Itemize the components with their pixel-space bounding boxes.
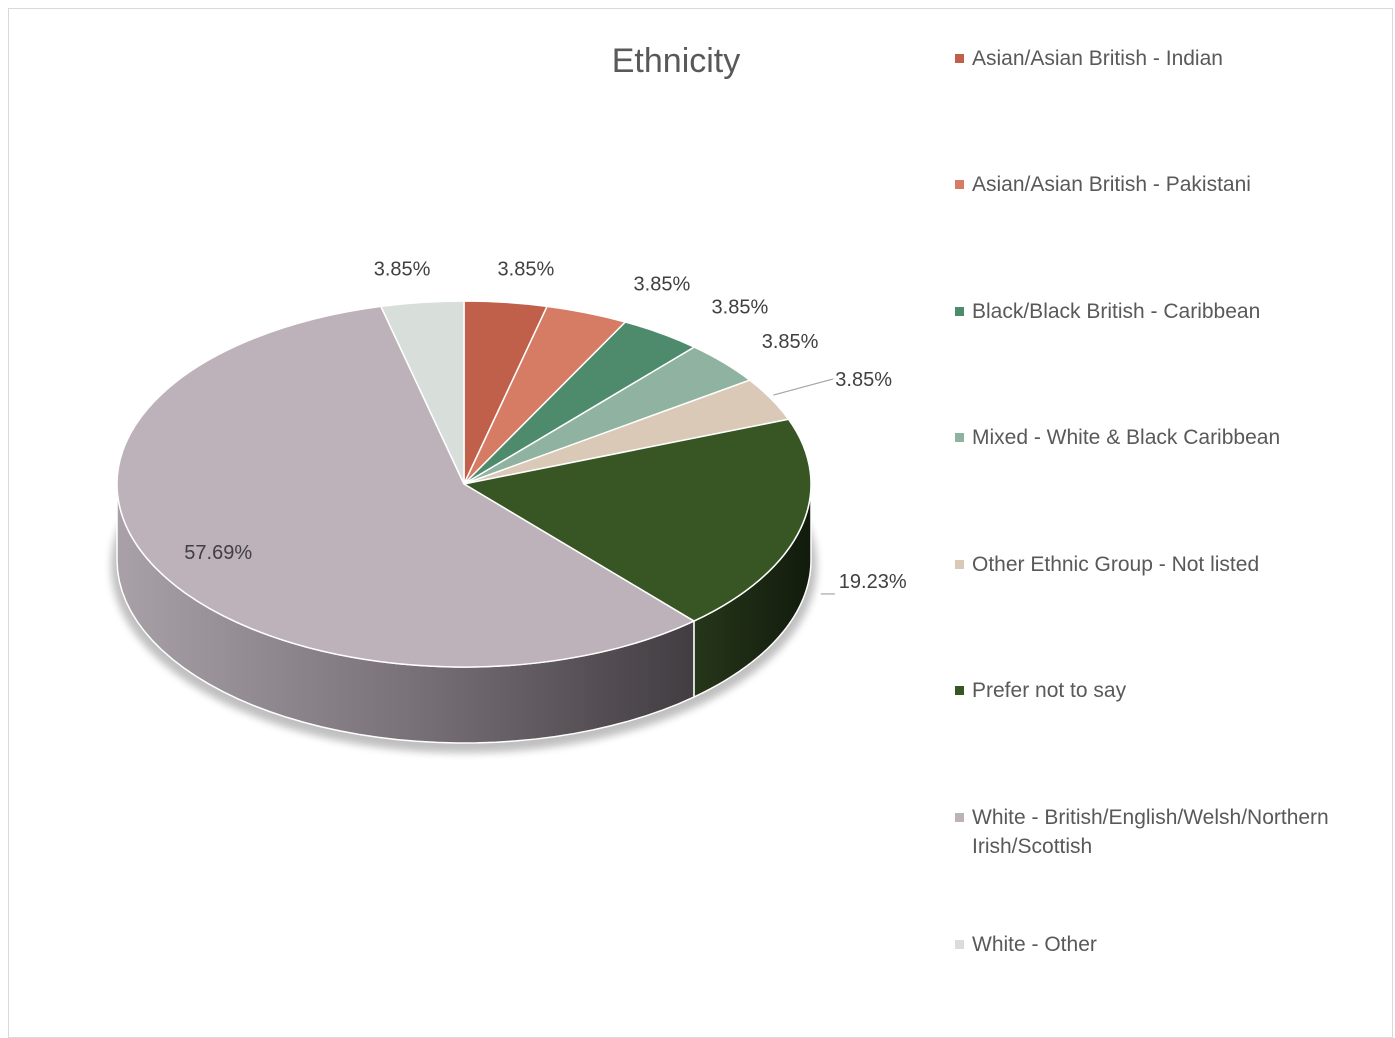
legend-swatch xyxy=(955,813,964,822)
legend-swatch xyxy=(955,940,964,949)
pie-slice-7[interactable] xyxy=(379,300,465,485)
legend-label: Other Ethnic Group - Not listed xyxy=(972,553,1260,576)
legend-label: White - Other xyxy=(972,933,1097,956)
legend-swatch xyxy=(955,180,964,189)
legend-item[interactable]: Other Ethnic Group - Not listed xyxy=(955,550,1372,579)
data-label-4: 3.85% xyxy=(835,369,892,391)
pie-slice-6[interactable] xyxy=(116,305,696,668)
legend-swatch xyxy=(955,433,964,442)
data-label-6: 57.69% xyxy=(184,542,252,564)
legend-label: Black/Black British - Caribbean xyxy=(972,300,1261,323)
legend-item[interactable]: Mixed - White & Black Caribbean xyxy=(955,423,1372,452)
legend-item[interactable]: Asian/Asian British - Pakistani xyxy=(955,170,1372,199)
legend-item[interactable]: White - Other xyxy=(955,930,1372,959)
legend-swatch xyxy=(955,560,964,569)
data-label-3: 3.85% xyxy=(762,331,819,353)
legend-swatch xyxy=(955,686,964,695)
legend-label: Asian/Asian British - Pakistani xyxy=(972,173,1251,196)
data-label-1: 3.85% xyxy=(634,273,691,295)
data-label-5: 19.23% xyxy=(839,571,907,593)
legend-label: White - British/English/Welsh/Northern I… xyxy=(972,806,1329,858)
legend-item[interactable]: Prefer not to say xyxy=(955,676,1372,705)
legend-label: Mixed - White & Black Caribbean xyxy=(972,426,1281,449)
data-label-leader-4 xyxy=(773,378,834,396)
legend-item[interactable]: Asian/Asian British - Indian xyxy=(955,44,1372,73)
data-label-2: 3.85% xyxy=(712,296,769,318)
data-label-0: 3.85% xyxy=(498,259,555,281)
pie-slice-5[interactable] xyxy=(461,418,812,622)
legend-label: Prefer not to say xyxy=(972,679,1127,702)
legend-swatch xyxy=(955,307,964,316)
legend-item[interactable]: White - British/English/Welsh/Northern I… xyxy=(955,803,1372,861)
legend-label: Asian/Asian British - Indian xyxy=(972,47,1223,70)
data-label-7: 3.85% xyxy=(374,259,431,281)
chart-title: Ethnicity xyxy=(611,42,741,80)
legend-item[interactable]: Black/Black British - Caribbean xyxy=(955,297,1372,326)
legend-swatch xyxy=(955,54,964,63)
